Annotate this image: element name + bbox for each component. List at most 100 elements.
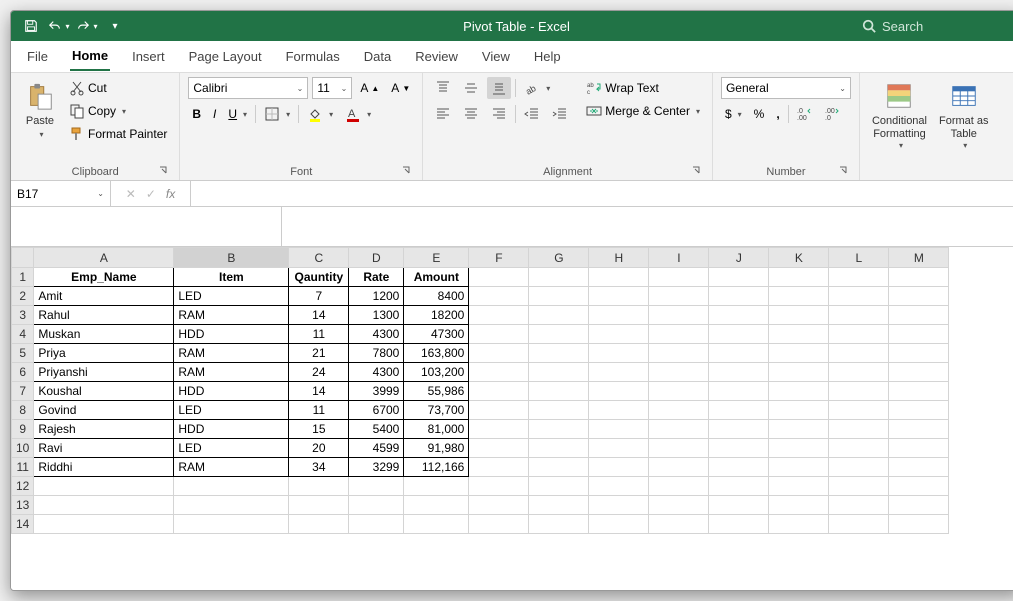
font-name-select[interactable]: Calibri⌄	[188, 77, 308, 99]
accept-formula-button[interactable]: ✓	[146, 187, 156, 201]
cell-G10[interactable]	[529, 439, 589, 458]
cell-K6[interactable]	[769, 363, 829, 382]
cell-F12[interactable]	[469, 477, 529, 496]
cell-M1[interactable]	[889, 268, 949, 287]
percent-button[interactable]: %	[750, 103, 769, 125]
conditional-formatting-button[interactable]: Conditional Formatting▾	[868, 77, 931, 152]
cell-L11[interactable]	[829, 458, 889, 477]
cell-C6[interactable]: 24	[289, 363, 349, 382]
row-header-1[interactable]: 1	[12, 268, 34, 287]
cell-C1[interactable]: Qauntity	[289, 268, 349, 287]
qat-customize[interactable]: ▾	[103, 15, 127, 37]
grid[interactable]: ABCDEFGHIJKLM1Emp_NameItemQauntityRateAm…	[11, 247, 1013, 590]
cell-L8[interactable]	[829, 401, 889, 420]
cell-A12[interactable]	[34, 477, 174, 496]
cell-K12[interactable]	[769, 477, 829, 496]
name-box[interactable]: B17⌄	[11, 181, 111, 206]
cell-I7[interactable]	[649, 382, 709, 401]
row-header-2[interactable]: 2	[12, 287, 34, 306]
cell-M12[interactable]	[889, 477, 949, 496]
search-box[interactable]	[862, 19, 1002, 34]
fx-button[interactable]: fx	[166, 187, 175, 201]
cell-J1[interactable]	[709, 268, 769, 287]
formula-input[interactable]	[191, 181, 1013, 206]
cell-J13[interactable]	[709, 496, 769, 515]
cell-F3[interactable]	[469, 306, 529, 325]
cell-A8[interactable]: Govind	[34, 401, 174, 420]
cell-E2[interactable]: 8400	[404, 287, 469, 306]
cell-H4[interactable]	[589, 325, 649, 344]
orientation-button[interactable]: ab▾	[520, 77, 554, 99]
cell-B4[interactable]: HDD	[174, 325, 289, 344]
cell-K9[interactable]	[769, 420, 829, 439]
cell-E4[interactable]: 47300	[404, 325, 469, 344]
cell-K1[interactable]	[769, 268, 829, 287]
align-bottom-button[interactable]	[487, 77, 511, 99]
cell-G1[interactable]	[529, 268, 589, 287]
cell-I13[interactable]	[649, 496, 709, 515]
cell-A2[interactable]: Amit	[34, 287, 174, 306]
cell-M7[interactable]	[889, 382, 949, 401]
cell-D6[interactable]: 4300	[349, 363, 404, 382]
cell-G9[interactable]	[529, 420, 589, 439]
row-header-12[interactable]: 12	[12, 477, 34, 496]
cell-B1[interactable]: Item	[174, 268, 289, 287]
cell-F9[interactable]	[469, 420, 529, 439]
cell-M11[interactable]	[889, 458, 949, 477]
copy-button[interactable]: Copy▾	[65, 100, 171, 122]
cell-D8[interactable]: 6700	[349, 401, 404, 420]
tab-file[interactable]: File	[25, 43, 50, 70]
font-size-select[interactable]: 11⌄	[312, 77, 352, 99]
cell-E13[interactable]	[404, 496, 469, 515]
cell-F8[interactable]	[469, 401, 529, 420]
cell-F6[interactable]	[469, 363, 529, 382]
cell-M14[interactable]	[889, 515, 949, 534]
cell-J10[interactable]	[709, 439, 769, 458]
decrease-font-button[interactable]: A▼	[387, 77, 414, 99]
cell-D2[interactable]: 1200	[349, 287, 404, 306]
cell-B3[interactable]: RAM	[174, 306, 289, 325]
alignment-launcher[interactable]	[690, 164, 702, 176]
cell-I3[interactable]	[649, 306, 709, 325]
col-header-A[interactable]: A	[34, 248, 174, 268]
row-header-6[interactable]: 6	[12, 363, 34, 382]
cell-J6[interactable]	[709, 363, 769, 382]
format-as-table-button[interactable]: Format as Table▾	[935, 77, 993, 152]
cell-A3[interactable]: Rahul	[34, 306, 174, 325]
tab-data[interactable]: Data	[362, 43, 393, 70]
cell-D12[interactable]	[349, 477, 404, 496]
cell-H14[interactable]	[589, 515, 649, 534]
tab-formulas[interactable]: Formulas	[284, 43, 342, 70]
cell-H1[interactable]	[589, 268, 649, 287]
cell-M2[interactable]	[889, 287, 949, 306]
cell-G8[interactable]	[529, 401, 589, 420]
cell-H5[interactable]	[589, 344, 649, 363]
cell-F11[interactable]	[469, 458, 529, 477]
cell-B6[interactable]: RAM	[174, 363, 289, 382]
cell-C11[interactable]: 34	[289, 458, 349, 477]
cell-H9[interactable]	[589, 420, 649, 439]
row-header-11[interactable]: 11	[12, 458, 34, 477]
font-launcher[interactable]	[400, 164, 412, 176]
col-header-J[interactable]: J	[709, 248, 769, 268]
cell-A9[interactable]: Rajesh	[34, 420, 174, 439]
cell-G5[interactable]	[529, 344, 589, 363]
cell-J8[interactable]	[709, 401, 769, 420]
bold-button[interactable]: B	[188, 103, 205, 125]
cell-A6[interactable]: Priyanshi	[34, 363, 174, 382]
cell-A13[interactable]	[34, 496, 174, 515]
cell-F4[interactable]	[469, 325, 529, 344]
cell-A14[interactable]	[34, 515, 174, 534]
col-header-B[interactable]: B	[174, 248, 289, 268]
cell-A11[interactable]: Riddhi	[34, 458, 174, 477]
cell-C3[interactable]: 14	[289, 306, 349, 325]
cell-L7[interactable]	[829, 382, 889, 401]
cell-C8[interactable]: 11	[289, 401, 349, 420]
cell-L1[interactable]	[829, 268, 889, 287]
cell-H12[interactable]	[589, 477, 649, 496]
cell-J7[interactable]	[709, 382, 769, 401]
cell-F2[interactable]	[469, 287, 529, 306]
cell-J3[interactable]	[709, 306, 769, 325]
tab-review[interactable]: Review	[413, 43, 460, 70]
cell-C13[interactable]	[289, 496, 349, 515]
